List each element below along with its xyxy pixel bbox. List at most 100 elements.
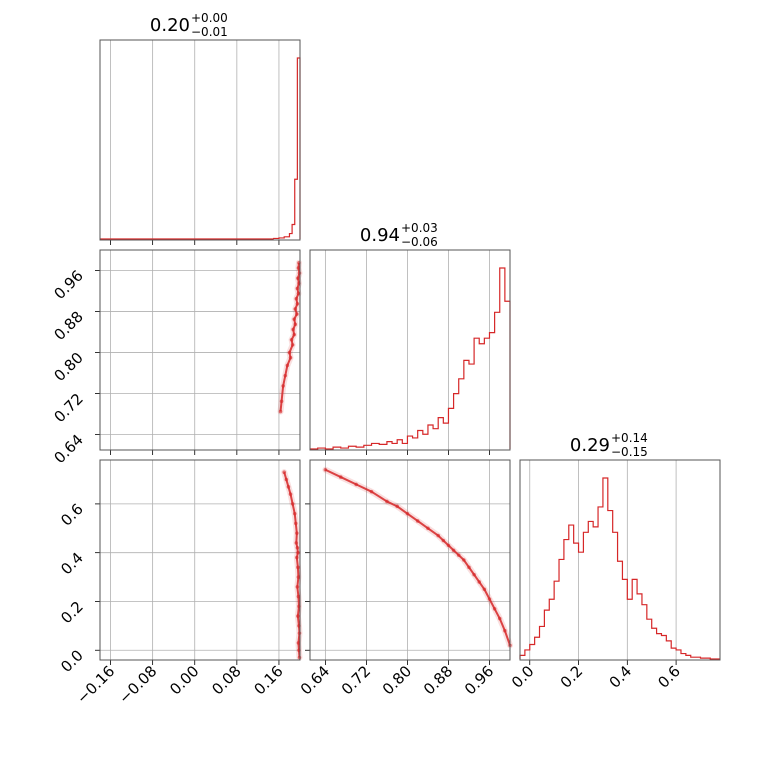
scatter-p1-p2-point	[285, 363, 290, 368]
scatter-p2-p3-point	[462, 558, 466, 562]
scatter-p2-p3-point	[472, 572, 476, 577]
scatter-p1-p2-point	[288, 355, 293, 360]
title-plus-param-2: +0.03	[401, 221, 438, 235]
tick-label-x-param-2: 0.88	[420, 662, 456, 698]
scatter-p2-p3-point	[436, 533, 441, 538]
tick-label-y-param-2: 0.80	[50, 349, 86, 385]
scatter-p1-p3-point	[292, 511, 297, 516]
title-plus-param-1: +0.00	[191, 11, 228, 25]
tick-label-x-param-1: 0.08	[208, 662, 244, 698]
tick-label-x-param-1: −0.16	[73, 662, 118, 707]
scatter-p1-p2-point	[281, 384, 285, 388]
scatter-p2-p3-point	[482, 587, 487, 592]
tick-label-x-param-3: 0.6	[654, 662, 684, 692]
scatter-p1-p2-point	[295, 312, 299, 316]
tick-label-y-param-3: 0.6	[57, 500, 87, 530]
histogram-param-2-frame	[309, 249, 511, 451]
title-median-param-1: 0.20	[150, 15, 190, 36]
title-minus-param-3: −0.15	[611, 445, 648, 459]
tick-label-y-param-2: 0.96	[50, 267, 86, 303]
scatter-p1-p2-point	[289, 337, 294, 342]
histogram-param-3-steps	[519, 477, 720, 660]
scatter-p1-p3-point	[293, 521, 298, 526]
scatter-p1-p3-point	[295, 546, 300, 550]
scatter-p2-p3-point	[487, 597, 492, 601]
scatter-p1-p2-frame	[99, 249, 301, 451]
scatter-p2-p3-point	[446, 543, 451, 548]
histogram-param-1-frame	[99, 39, 301, 241]
scatter-p1-p3-point	[286, 485, 291, 489]
scatter-p1-p3-point	[295, 555, 299, 560]
scatter-p1-p3-point	[282, 470, 287, 474]
scatter-p2-p3-point	[405, 511, 410, 516]
scatter-p1-p3-point	[296, 641, 301, 645]
scatter-p2-p3-point	[426, 526, 430, 531]
tick-label-x-param-3: 0.4	[606, 662, 636, 692]
scatter-p1-p2-point	[296, 266, 301, 270]
scatter-p2-p3-frame	[309, 459, 511, 661]
title-minus-param-2: −0.06	[401, 235, 438, 249]
tick-label-x-param-2: 0.64	[297, 662, 333, 698]
tick-label-x-param-3: 0.0	[508, 662, 538, 692]
scatter-p2-p3-point	[456, 553, 461, 557]
histogram-param-1-steps	[273, 57, 301, 240]
scatter-p1-p3-point	[296, 565, 300, 570]
scatter-p2-p3-point	[497, 616, 502, 621]
tick-label-y-param-3: 0.2	[57, 598, 87, 628]
scatter-p2-p3-point	[395, 504, 399, 509]
scatter-p1-p3-point	[295, 531, 299, 535]
scatter-p1-p3-point	[296, 550, 300, 555]
scatter-p2-p3-point	[354, 482, 358, 487]
title-median-param-2: 0.94	[360, 225, 400, 246]
scatter-p2-p3-point	[369, 489, 374, 494]
scatter-p1-p3-point	[297, 631, 302, 635]
scatter-p1-p2-point	[293, 322, 298, 327]
scatter-p1-p3-point	[294, 541, 299, 545]
scatter-p1-p2-point	[295, 302, 300, 306]
scatter-p1-p2-point	[279, 399, 284, 404]
tick-label-y-param-2: 0.64	[50, 431, 86, 467]
scatter-p1-p3-point	[290, 502, 295, 506]
scatter-p2-p3-point	[492, 606, 497, 611]
scatter-p2-p3-point	[323, 467, 328, 472]
scatter-p1-p2-point	[283, 373, 288, 378]
scatter-p1-p2-point	[297, 271, 302, 275]
histogram-param-2-steps	[310, 267, 511, 450]
scatter-p1-p2-point	[295, 286, 300, 291]
tick-label-x-param-2: 0.72	[338, 662, 374, 698]
scatter-p2-p3-point	[338, 475, 343, 479]
scatter-p1-p2-point	[290, 343, 295, 347]
tick-label-x-param-2: 0.80	[379, 662, 415, 698]
title-median-param-3: 0.29	[570, 435, 610, 456]
tick-label-x-param-1: 0.16	[250, 662, 286, 698]
scatter-p1-p2-point	[294, 296, 299, 301]
scatter-p2-p3-point	[503, 628, 507, 633]
scatter-p1-p3-point	[288, 492, 293, 496]
scatter-p1-p3-frame	[99, 459, 301, 661]
tick-label-y-param-3: 0.0	[57, 646, 87, 676]
scatter-p2-p3-halo	[322, 466, 513, 649]
tick-label-y-param-2: 0.72	[50, 390, 86, 426]
tick-label-x-param-3: 0.2	[557, 662, 587, 692]
scatter-p2-p3-point	[451, 548, 456, 553]
scatter-p2-p3-point	[477, 580, 482, 584]
scatter-p2-p3-ridge	[324, 468, 511, 646]
scatter-p1-p2-point	[296, 291, 301, 296]
scatter-p1-p3-point	[284, 477, 289, 482]
scatter-p2-p3-point	[415, 519, 420, 523]
scatter-p2-p3-point	[467, 565, 471, 570]
tick-label-x-param-1: 0.00	[166, 662, 202, 698]
scatter-p1-p2-point	[293, 307, 298, 311]
scatter-p1-p3-point	[296, 614, 300, 618]
scatter-p1-p2-point	[292, 332, 297, 337]
scatter-p1-p3-point	[296, 575, 301, 579]
scatter-p1-p2-point	[287, 350, 292, 355]
tick-label-x-param-2: 0.96	[461, 662, 497, 698]
scatter-p1-p2-point	[278, 409, 283, 414]
title-plus-param-3: +0.14	[611, 431, 648, 445]
scatter-p2-p3-point	[441, 538, 446, 543]
scatter-p1-p2-point	[296, 276, 300, 281]
scatter-p1-p2-point	[291, 327, 295, 332]
histogram-param-3-frame	[519, 459, 721, 661]
